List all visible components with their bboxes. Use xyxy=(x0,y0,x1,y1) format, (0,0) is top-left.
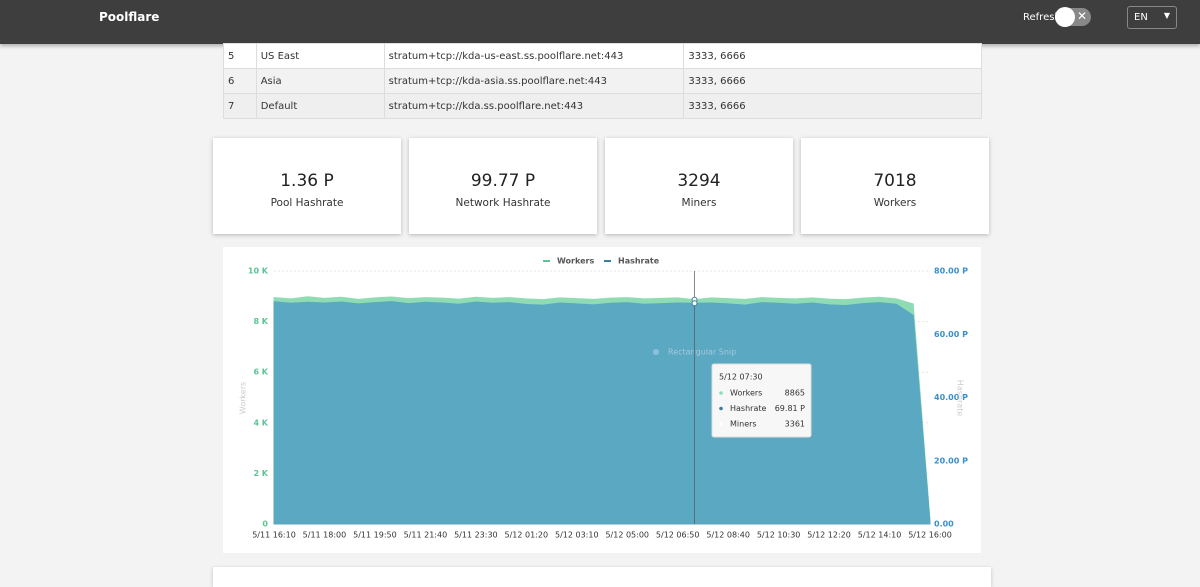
annotation-dot xyxy=(653,349,659,355)
x-tick-label: 5/12 14:10 xyxy=(858,531,902,540)
stat-label: Network Hashrate xyxy=(455,197,551,209)
tooltip-bullet xyxy=(719,406,723,411)
tooltip-name: Workers xyxy=(730,389,762,398)
stat-value: 7018 xyxy=(873,171,917,191)
y-tick-label: 4 K xyxy=(253,418,268,427)
tooltip-value: 3361 xyxy=(785,420,805,429)
x-tick-label: 5/12 01:20 xyxy=(505,531,549,540)
crosshair-dot xyxy=(691,300,698,307)
y2-tick-label: 80.00 P xyxy=(934,267,968,276)
table-cell: stratum+tcp://kda-us-east.ss.poolflare.n… xyxy=(383,43,685,69)
table-cell: US East xyxy=(255,43,385,69)
table-cell: stratum+tcp://kda-asia.ss.poolflare.net:… xyxy=(383,68,685,94)
tooltip-title: 5/12 07:30 xyxy=(719,373,763,382)
x-tick-label: 5/12 03:10 xyxy=(555,531,599,540)
stat-label: Miners xyxy=(681,197,717,209)
tooltip-value: 8865 xyxy=(785,389,805,398)
stat-label: Pool Hashrate xyxy=(270,197,344,209)
stat-card: 3294 Miners xyxy=(605,138,793,234)
language: EN xyxy=(1134,12,1148,23)
tooltip xyxy=(711,363,812,438)
y2-tick-label: 0.00 xyxy=(934,520,954,529)
legend-label: Workers xyxy=(557,257,594,266)
language-select[interactable]: EN ▼ xyxy=(1127,6,1177,29)
x-tick-label: 5/11 18:00 xyxy=(303,531,347,540)
x-tick-label: 5/11 21:40 xyxy=(404,531,448,540)
table-cell: Default xyxy=(255,93,385,119)
tooltip-bullet xyxy=(719,422,723,426)
y2-tick-label: 40.00 P xyxy=(934,393,968,402)
table-cell: 3333, 6666 xyxy=(683,68,982,94)
stat-card: 1.36 P Pool Hashrate xyxy=(213,138,401,234)
y-tick-label: 6 K xyxy=(253,368,268,377)
table-cell: 5 xyxy=(223,43,257,69)
chart: 0 2 K 4 K 6 K 8 K 10 K 0.00 20.00 P 40.00 P 60.00… xyxy=(239,257,969,540)
chart-panel: 0 2 K 4 K 6 K 8 K 10 K 0.00 20.00 P 40.00 P 60.00… xyxy=(223,247,981,553)
tooltip-bullet xyxy=(719,391,723,395)
y-tick-label: 0 xyxy=(262,520,268,529)
y-tick-label: 10 K xyxy=(248,267,269,276)
server-table: 5 US East stratum+tcp://kda-us-east.ss.poo… xyxy=(223,43,982,119)
table-cell: 6 xyxy=(223,68,257,94)
y-tick-label: 2 K xyxy=(253,469,268,478)
table-cell: 7 xyxy=(223,93,257,119)
table-row: 5 US East stratum+tcp://kda-us-east.ss.poo… xyxy=(223,43,982,69)
stat-value: 1.36 P xyxy=(280,171,334,191)
legend-label: Hashrate xyxy=(618,257,660,266)
x-tick-label: 5/11 23:30 xyxy=(454,531,498,540)
x-tick-label: 5/12 12:20 xyxy=(807,531,851,540)
x-tick-label: 5/12 16:00 xyxy=(908,531,952,540)
x-tick-label: 5/11 16:10 xyxy=(252,531,296,540)
stat-card: 7018 Workers xyxy=(801,138,989,234)
refresh-label: Refresh xyxy=(1023,12,1061,23)
stat-card: 99.77 P Network Hashrate xyxy=(409,138,597,234)
stat-value: 99.77 P xyxy=(470,171,536,191)
toggle-knob xyxy=(1055,7,1075,27)
y2-tick-label: 20.00 P xyxy=(934,456,968,465)
area xyxy=(273,301,931,525)
table-cell: 3333, 6666 xyxy=(683,43,982,69)
x-tick-label: 5/12 10:30 xyxy=(757,531,801,540)
table-cell: Asia xyxy=(255,68,385,94)
y-axis-label: Workers xyxy=(239,382,248,414)
stat-value: 3294 xyxy=(677,171,721,191)
tabs xyxy=(213,567,991,587)
x-tick-label: 5/12 05:00 xyxy=(605,531,649,540)
table-cell: stratum+tcp://kda.ss.poolflare.net:443 xyxy=(383,93,685,119)
table-row: 7 Default stratum+tcp://kda.ss.poolflare.n… xyxy=(223,93,982,119)
x-tick-label: 5/11 19:50 xyxy=(353,531,397,540)
x-tick-label: 5/12 06:50 xyxy=(656,531,700,540)
stat-label: Workers xyxy=(873,197,917,209)
table-row: 6 Asia stratum+tcp://kda-asia.ss.poolflare… xyxy=(223,68,982,94)
tooltip-name: Hashrate xyxy=(730,404,766,413)
y2-axis-label: Hashrate xyxy=(956,380,965,416)
x-tick-label: 5/12 08:40 xyxy=(706,531,750,540)
annotation: Rectangular Snip xyxy=(668,348,736,357)
top-bar xyxy=(0,0,1200,44)
y2-tick-label: 60.00 P xyxy=(934,330,968,339)
tooltip-name: Miners xyxy=(730,420,757,429)
table-cell: 3333, 6666 xyxy=(683,93,982,119)
brand[interactable]: Poolflare xyxy=(99,10,160,24)
y-tick-label: 8 K xyxy=(253,317,268,326)
tooltip-value: 69.81 P xyxy=(775,404,805,413)
